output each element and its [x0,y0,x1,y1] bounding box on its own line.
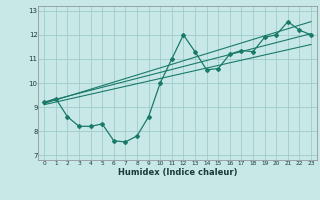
X-axis label: Humidex (Indice chaleur): Humidex (Indice chaleur) [118,168,237,177]
